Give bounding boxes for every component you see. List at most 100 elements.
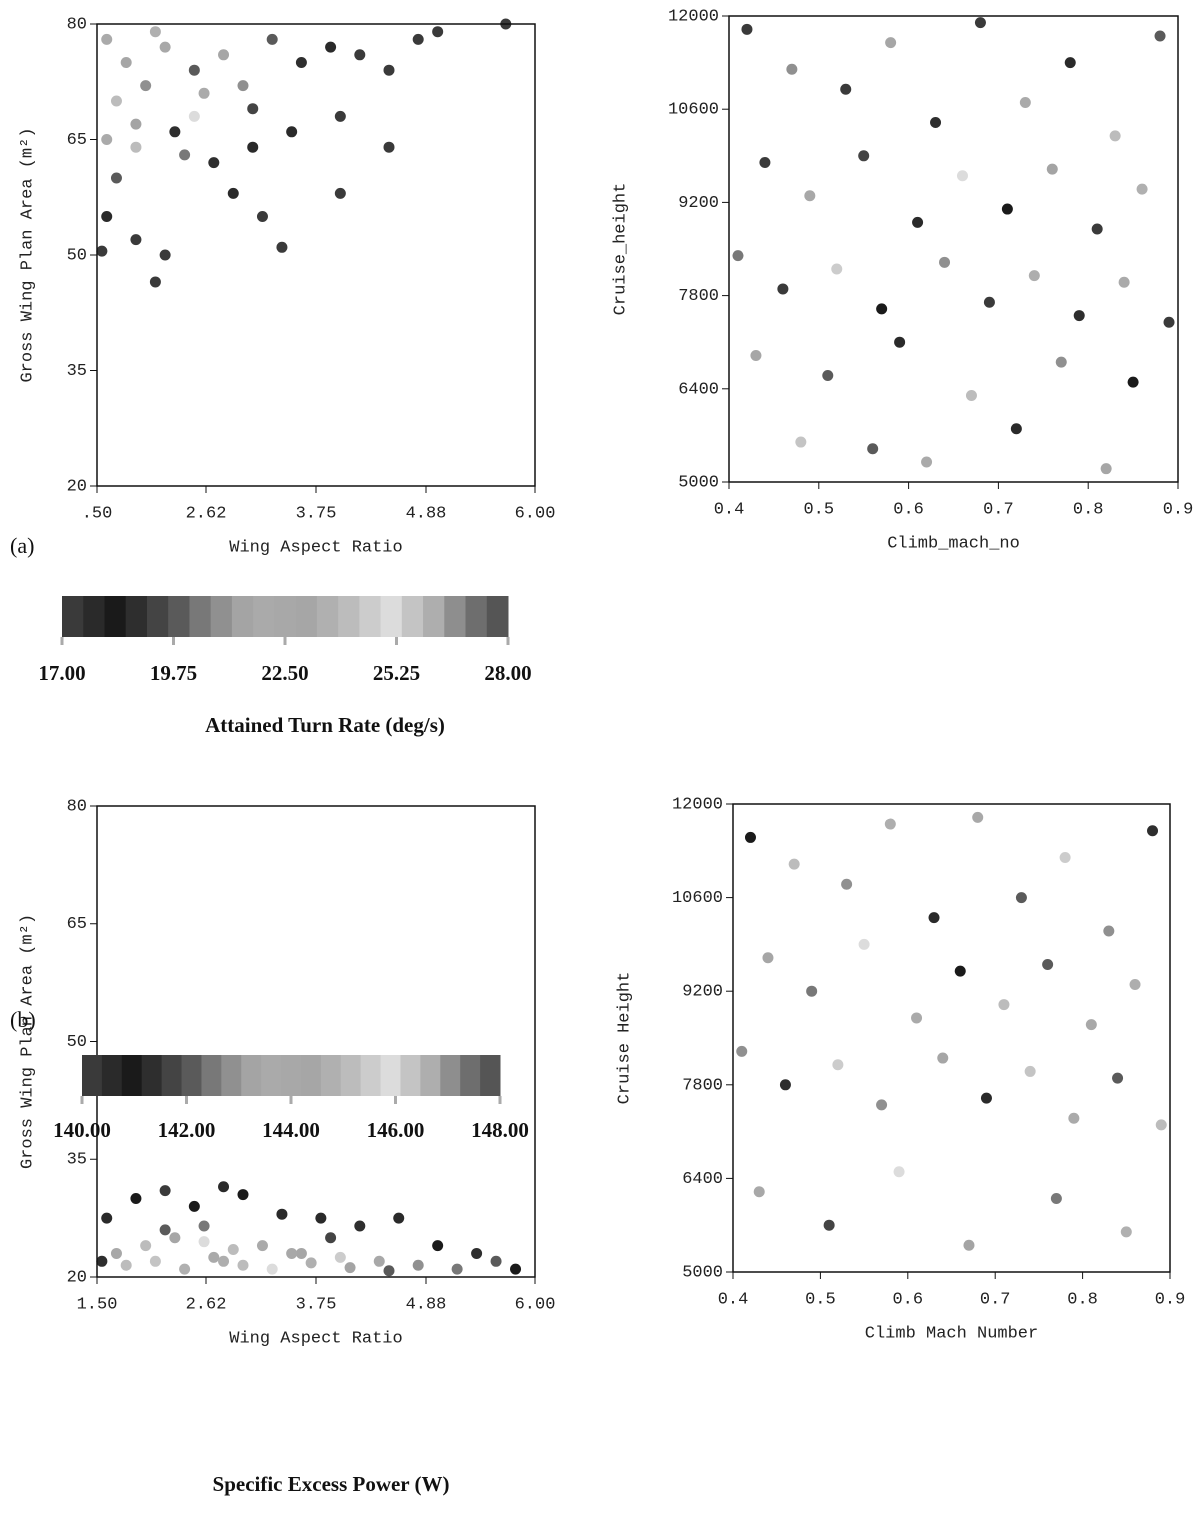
colorbar-tick-label: 146.00 <box>367 1118 425 1142</box>
data-point <box>208 1251 220 1263</box>
data-point <box>334 110 346 122</box>
data-point <box>198 1236 210 1248</box>
data-point <box>741 23 753 35</box>
data-point <box>930 117 942 129</box>
data-point <box>795 436 807 448</box>
y-tick-label: 6400 <box>682 1170 723 1189</box>
data-point <box>912 216 924 228</box>
x-tick-label: 3.75 <box>296 1295 337 1314</box>
data-point <box>759 156 771 168</box>
data-point <box>831 263 843 275</box>
data-point <box>1163 316 1175 328</box>
x-tick-label: 0.8 <box>1073 500 1104 519</box>
data-point <box>169 126 181 138</box>
colorbar-cell <box>360 1055 382 1096</box>
data-point <box>295 57 307 68</box>
colorbar-cell <box>274 596 297 637</box>
data-point <box>149 276 161 288</box>
colorbar-tick-label: 19.75 <box>150 661 197 685</box>
y-tick-label: 7800 <box>682 1076 723 1095</box>
data-point <box>227 1244 239 1256</box>
y-tick-label: 12000 <box>668 7 719 26</box>
x-tick-label: 6.00 <box>515 504 556 523</box>
data-point <box>972 811 984 823</box>
data-point <box>325 41 337 53</box>
colorbar-cell <box>338 596 360 637</box>
x-tick-label: 2.62 <box>186 1295 227 1314</box>
colorbar-tick-label: 25.25 <box>373 661 420 685</box>
x-tick-label: 2.62 <box>186 504 227 523</box>
colorbar-cell <box>401 596 424 637</box>
data-point <box>1147 825 1159 837</box>
data-point <box>247 103 259 115</box>
data-point <box>149 26 161 38</box>
data-point <box>1042 958 1054 970</box>
data-point <box>1091 223 1103 235</box>
data-point <box>750 350 762 362</box>
x-tick-label: 0.9 <box>1155 1290 1186 1309</box>
colorbar-tick-label: 22.50 <box>261 661 308 685</box>
y-tick-label: 50 <box>67 1033 87 1052</box>
data-point <box>237 1259 249 1271</box>
colorbar-cell <box>440 1055 461 1096</box>
data-point <box>218 1181 230 1193</box>
data-point <box>876 303 888 315</box>
data-point <box>451 1263 463 1275</box>
data-point <box>1064 57 1076 69</box>
data-point <box>276 1208 288 1220</box>
colorbar-cell <box>444 596 467 637</box>
data-point <box>893 1166 905 1178</box>
data-point <box>1073 310 1085 322</box>
data-point <box>188 64 200 76</box>
y-tick-label: 12000 <box>672 795 723 814</box>
data-point <box>1109 130 1121 142</box>
data-point <box>788 858 800 870</box>
data-point <box>1136 183 1148 195</box>
data-point <box>1019 97 1031 109</box>
data-point <box>928 912 940 924</box>
colorbar-cell <box>201 1055 222 1096</box>
data-point <box>383 1265 395 1277</box>
x-tick-label: 4.88 <box>406 1295 447 1314</box>
data-point <box>1100 463 1112 475</box>
data-point <box>149 1255 161 1267</box>
data-point <box>1055 356 1067 368</box>
colorbar-cell <box>141 1055 163 1096</box>
data-point <box>965 389 977 401</box>
data-point <box>383 141 395 153</box>
colorbar-cell <box>460 1055 481 1096</box>
data-point <box>383 64 395 76</box>
colorbar-cell <box>465 596 488 637</box>
x-tick-label: 3.75 <box>296 504 337 523</box>
data-point <box>939 256 951 268</box>
data-point <box>256 1240 268 1252</box>
colorbar-cell <box>221 1055 242 1096</box>
data-point <box>247 141 259 153</box>
data-point <box>130 1193 142 1204</box>
colorbar-cell <box>420 1055 441 1096</box>
data-point <box>188 110 200 122</box>
data-point <box>1068 1112 1080 1124</box>
data-point <box>305 1257 317 1269</box>
data-point <box>1046 163 1058 175</box>
colorbar-cell <box>423 596 445 637</box>
data-point <box>140 80 152 92</box>
data-point <box>101 33 113 45</box>
x-tick-label: 0.7 <box>983 500 1014 519</box>
colorbar-cell <box>189 596 212 637</box>
data-point <box>325 1232 337 1244</box>
data-point <box>876 1099 888 1111</box>
data-point <box>841 878 853 890</box>
y-tick-label: 9200 <box>678 194 719 213</box>
x-axis-label: Climb_mach_no <box>887 534 1020 553</box>
data-point <box>832 1059 844 1071</box>
colorbar-cell <box>253 596 275 637</box>
data-point <box>344 1262 356 1274</box>
data-point <box>96 1255 108 1267</box>
data-point <box>1129 979 1141 991</box>
colorbar-cell <box>261 1055 282 1096</box>
data-point <box>777 283 789 295</box>
data-point <box>101 211 113 222</box>
colorbar-cell <box>316 596 339 637</box>
